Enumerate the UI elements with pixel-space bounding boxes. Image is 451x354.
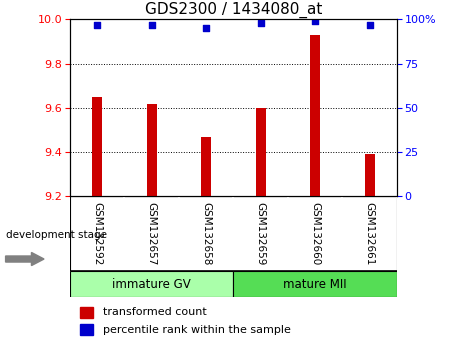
Text: GSM132661: GSM132661 bbox=[364, 202, 375, 266]
Point bbox=[148, 22, 155, 28]
Point bbox=[366, 22, 373, 28]
Bar bbox=[80, 307, 93, 318]
Bar bbox=[256, 108, 266, 196]
Text: GSM132658: GSM132658 bbox=[201, 202, 211, 266]
Text: mature MII: mature MII bbox=[283, 278, 347, 291]
Bar bbox=[70, 271, 234, 297]
Bar bbox=[234, 271, 397, 297]
Title: GDS2300 / 1434080_at: GDS2300 / 1434080_at bbox=[145, 2, 322, 18]
Text: GSM132660: GSM132660 bbox=[310, 202, 320, 266]
Text: development stage: development stage bbox=[5, 230, 106, 240]
Bar bbox=[365, 154, 374, 196]
Text: GSM132592: GSM132592 bbox=[92, 202, 102, 266]
Text: GSM132657: GSM132657 bbox=[147, 202, 156, 266]
Bar bbox=[147, 104, 156, 196]
Point bbox=[257, 20, 264, 26]
Text: transformed count: transformed count bbox=[103, 307, 207, 317]
Bar bbox=[92, 97, 102, 196]
Text: percentile rank within the sample: percentile rank within the sample bbox=[103, 325, 290, 335]
Text: immature GV: immature GV bbox=[112, 278, 191, 291]
Bar bbox=[310, 35, 320, 196]
Point bbox=[202, 25, 210, 31]
Point bbox=[93, 22, 101, 28]
Bar bbox=[201, 137, 211, 196]
Bar bbox=[80, 324, 93, 335]
Text: GSM132659: GSM132659 bbox=[256, 202, 266, 266]
FancyArrow shape bbox=[5, 252, 44, 266]
Point bbox=[312, 18, 319, 24]
